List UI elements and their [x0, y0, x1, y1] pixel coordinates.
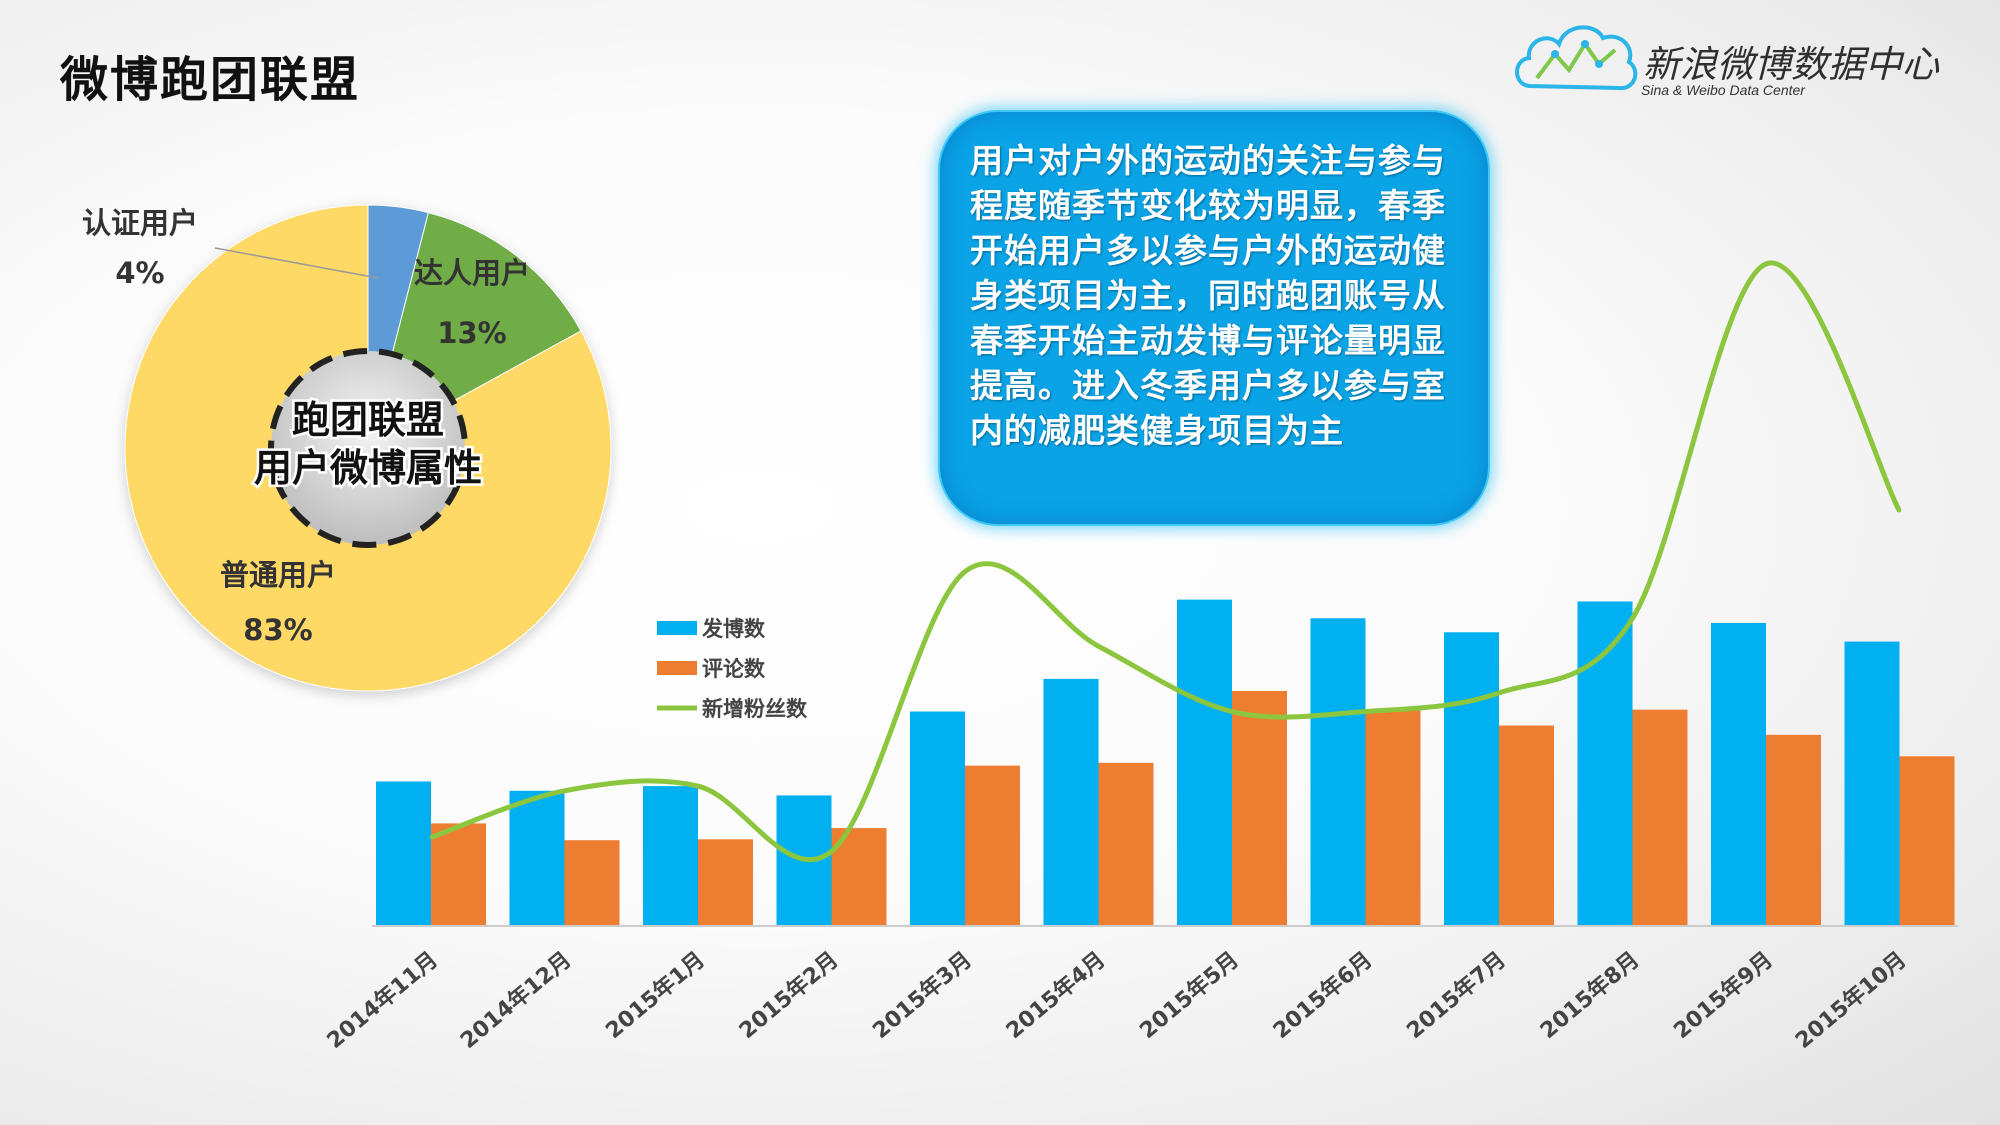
bar-comments-9 [1632, 709, 1688, 926]
pie-label-ordinary-name: 普通用户 [220, 558, 336, 592]
x-tick-label: 2015年3月 [868, 947, 977, 1044]
pie-label-certified-value: 4% [115, 256, 164, 290]
pie-label-certified-name: 认证用户 [82, 206, 198, 240]
bar-posts-9 [1577, 601, 1633, 926]
pie-label-ordinary-value: 83% [243, 613, 312, 647]
bar-comments-1 [564, 840, 620, 926]
x-tick-label: 2015年10月 [1791, 947, 1912, 1054]
bar-posts-7 [1310, 618, 1366, 926]
point-new-fans-4 [963, 570, 967, 574]
point-new-fans-8 [1497, 691, 1501, 695]
bar-posts-11 [1844, 641, 1900, 926]
bar-comments-4 [965, 765, 1020, 926]
point-new-fans-5 [1097, 644, 1100, 648]
x-tick-label: 2015年1月 [601, 947, 710, 1044]
cloud-chart-icon [1515, 25, 1638, 91]
point-new-fans-9 [1631, 616, 1634, 620]
point-new-fans-10 [1764, 262, 1768, 266]
x-tick-label: 2015年6月 [1268, 947, 1377, 1044]
pie-chart: 跑团联盟 用户微博属性 认证用户 4% 达人用户 13% 普通用户 83% [82, 204, 612, 692]
bar-comments-8 [1499, 725, 1554, 926]
bar-posts-3 [776, 795, 832, 926]
point-new-fans-6 [1230, 710, 1234, 714]
pie-center-title-line1: 跑团联盟 [292, 398, 444, 442]
x-tick-label: 2015年4月 [1001, 947, 1110, 1044]
bar-comments-6 [1232, 691, 1287, 926]
logo-name: 新浪微博数据中心 [1643, 43, 1939, 86]
x-tick-label: 2015年5月 [1135, 947, 1244, 1044]
point-new-fans-11 [1898, 509, 1901, 513]
insight-callout: 用户对户外的运动的关注与参与程度随季节变化较为明显，春季开始用户多以参与户外的运… [940, 112, 1488, 524]
bar-posts-8 [1444, 632, 1499, 926]
point-new-fans-7 [1364, 710, 1367, 714]
brand-logo: 新浪微博数据中心 Sina & Weibo Data Center [1515, 14, 1995, 104]
x-tick-label: 2014年11月 [322, 947, 443, 1054]
leader-line-certified [214, 247, 379, 279]
pie-label-expert-value: 13% [437, 316, 506, 350]
pie-center-title-line2: 用户微博属性 [254, 446, 482, 490]
x-tick-label: 2015年8月 [1535, 947, 1644, 1044]
bar-posts-5 [1043, 678, 1099, 926]
bar-comments-11 [1899, 756, 1955, 926]
bar-comments-5 [1098, 762, 1154, 926]
pie-label-expert-name: 达人用户 [414, 256, 530, 290]
bar-comments-3 [831, 828, 887, 926]
x-tick-label: 2015年9月 [1669, 947, 1778, 1044]
logo-subtitle: Sina & Weibo Data Center [1641, 82, 1805, 98]
bar-posts-6 [1177, 599, 1232, 926]
x-tick-label: 2015年2月 [734, 947, 843, 1044]
x-tick-label: 2014年12月 [456, 947, 577, 1054]
insight-callout-text: 用户对户外的运动的关注与参与程度随季节变化较为明显，春季开始用户多以参与户外的运… [970, 141, 1446, 450]
page-title: 微博跑团联盟 [60, 52, 361, 108]
bar-comments-2 [698, 839, 753, 926]
bar-posts-4 [910, 711, 965, 926]
point-new-fans-3 [830, 849, 833, 853]
bar-comments-7 [1365, 709, 1421, 926]
bar-posts-10 [1711, 622, 1766, 926]
bar-comments-10 [1766, 734, 1821, 926]
x-tick-label: 2015年7月 [1402, 947, 1511, 1044]
